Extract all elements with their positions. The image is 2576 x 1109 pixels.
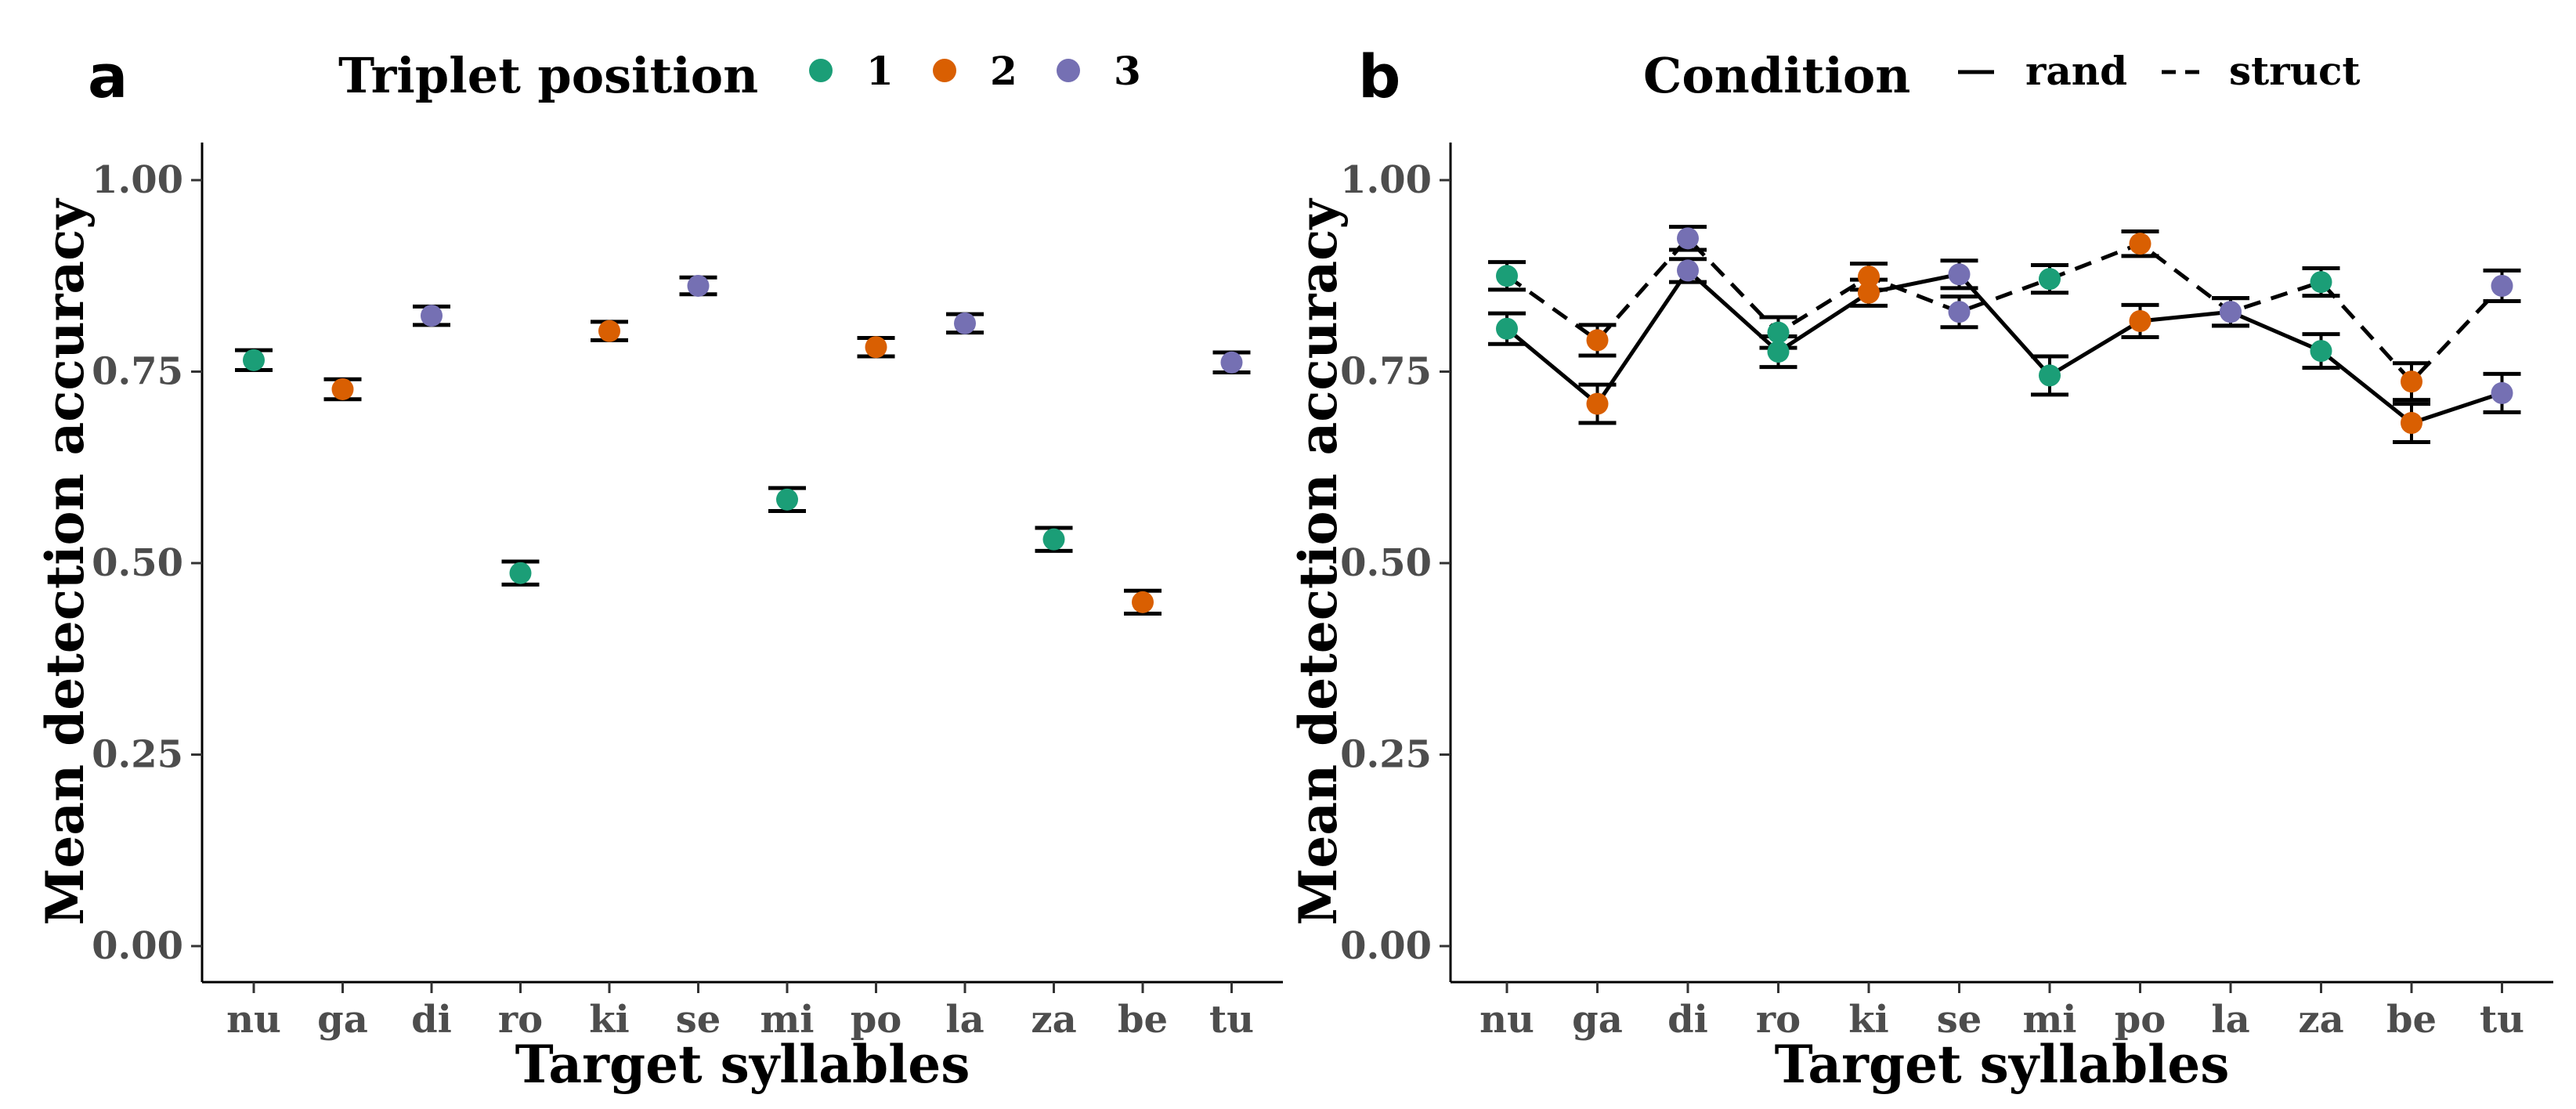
point-struct-ki [1858,266,1880,288]
y-tick-label: 0.00 [1340,924,1432,968]
point-rand-se [1948,263,1971,286]
point-struct-po [2129,233,2151,255]
y-tick-label: 0.00 [92,924,183,968]
x-tick-label: po [2115,998,2166,1042]
x-tick-label: ki [1848,998,1889,1042]
panel-b-legend: rand struct [1958,48,2360,94]
point-rand-be [2401,412,2422,435]
panel-b-plot: 0.00 0.25 0.50 0.75 1.00 nu ga di ro ki se mi po la za… [1340,158,2524,1042]
point-struct-la [2220,301,2242,323]
legend-label-struct: struct [2229,48,2360,94]
point-rand-ki [1858,281,1880,304]
x-tick-label: di [1667,998,1708,1042]
x-tick-label: la [945,998,984,1042]
point-za [1042,528,1065,551]
x-tick-label: po [851,998,902,1042]
point-se [687,274,710,297]
x-tick-label: ga [1572,998,1623,1042]
y-tick-label: 0.25 [1340,733,1432,777]
point-struct-di [1677,227,1699,250]
panel-a-x-axis-title: Target syllables [515,1034,970,1095]
panel-a-y-axis-title: Mean detection accuracy [34,198,96,926]
point-struct-nu [1496,265,1518,287]
x-tick-label: za [2298,998,2343,1042]
x-tick-label: ro [498,998,543,1042]
point-rand-tu [2491,381,2513,404]
panel-b-letter: b [1358,42,1400,111]
point-struct-be [2401,370,2422,393]
point-tu [1220,351,1243,374]
x-tick-label: be [1118,998,1168,1042]
y-tick-label: 0.75 [92,350,183,394]
point-struct-tu [2491,274,2513,297]
panel-a: a Triplet position 1 2 3 Target syllable… [34,42,1283,1095]
point-struct-ga [1586,329,1609,352]
point-nu [243,349,265,371]
x-tick-label: tu [2480,998,2524,1042]
point-rand-ga [1586,392,1609,415]
y-tick-label: 0.50 [1340,541,1432,585]
point-di [421,305,443,327]
x-tick-label: nu [1479,998,1534,1042]
point-rand-po [2129,309,2151,332]
point-rand-nu [1496,317,1518,340]
panel-b-x-axis-title: Target syllables [1775,1034,2230,1095]
point-struct-ro [1767,321,1790,344]
x-tick-label: ga [317,998,368,1042]
legend-dot-position-3 [1057,59,1080,82]
x-tick-label: tu [1209,998,1254,1042]
x-tick-label: be [2386,998,2437,1042]
y-tick-label: 1.00 [1340,158,1432,202]
x-tick-label: ki [589,998,630,1042]
y-tick-label: 0.75 [1340,350,1432,394]
point-be [1132,591,1154,613]
y-tick-label: 0.50 [92,541,183,585]
y-tick-label: 1.00 [92,158,183,202]
point-rand-di [1677,259,1699,282]
x-tick-label: di [411,998,452,1042]
point-rand-za [2310,340,2332,363]
x-tick-label: mi [760,998,814,1042]
panel-a-plot: 0.00 0.25 0.50 0.75 1.00 nu ga di ro ki se mi po la za… [92,158,1254,1042]
y-tick-label: 0.25 [92,733,183,777]
legend-label-position-1: 1 [866,48,894,94]
legend-label-rand: rand [2025,48,2127,94]
panel-a-letter: a [88,42,128,111]
legend-dot-position-1 [809,59,833,82]
x-tick-label: se [676,998,721,1042]
point-rand-ro [1767,341,1790,363]
x-tick-label: la [2211,998,2249,1042]
point-la [954,312,976,334]
panel-a-legend: 1 2 3 [809,48,1141,94]
point-ro [509,562,532,584]
point-struct-mi [2039,268,2061,291]
series-line-struct [1505,235,2504,385]
point-struct-za [2310,271,2332,294]
legend-dot-position-2 [933,59,956,82]
x-tick-label: se [1937,998,1982,1042]
legend-label-position-3: 3 [1114,48,1141,94]
legend-label-position-2: 2 [990,48,1017,94]
x-tick-label: ro [1756,998,1801,1042]
point-rand-mi [2039,364,2061,387]
point-ga [331,377,354,400]
point-po [865,336,887,359]
x-tick-label: nu [226,998,281,1042]
point-ki [598,320,620,342]
point-struct-se [1948,301,1971,323]
point-mi [776,488,798,511]
panel-b-y-axis-title: Mean detection accuracy [1288,198,1349,926]
x-tick-label: mi [2022,998,2076,1042]
series-line-rand [1505,267,2503,425]
panel-a-legend-title: Triplet position [338,47,758,104]
panel-b: b Condition rand struct Target syllables… [1288,42,2553,1095]
x-tick-label: za [1031,998,1076,1042]
panel-b-legend-title: Condition [1643,47,1910,104]
